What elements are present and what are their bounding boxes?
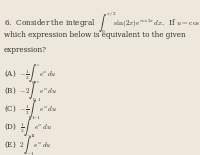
- Text: which expression below is equivalent to the given: which expression below is equivalent to …: [4, 31, 186, 39]
- Text: (E)  $2\int_{-1}^{1}e^{u}\,du$: (E) $2\int_{-1}^{1}e^{u}\,du$: [4, 132, 52, 155]
- Text: expression?: expression?: [4, 46, 47, 55]
- Text: 6.  Consider the integral  $\int_{0}^{\pi/2}\!\sin(2x)e^{\cos 2x}\,dx$.  If $u =: 6. Consider the integral $\int_{0}^{\pi/…: [4, 11, 200, 36]
- Text: (C)  $-\frac{1}{2}\int_{-1}^{1}e^{u}\,du$: (C) $-\frac{1}{2}\int_{-1}^{1}e^{u}\,du$: [4, 97, 57, 122]
- Text: (B)  $-2\int_{0}^{e}e^{u}\,du$: (B) $-2\int_{0}^{e}e^{u}\,du$: [4, 80, 57, 104]
- Text: (A)  $-\frac{1}{2}\int_{0}^{e}e^{u}\,du$: (A) $-\frac{1}{2}\int_{0}^{e}e^{u}\,du$: [4, 63, 57, 87]
- Text: (D)  $\frac{1}{2}\int_{-1}^{1}e^{u}\,du$: (D) $\frac{1}{2}\int_{-1}^{1}e^{u}\,du$: [4, 114, 52, 140]
